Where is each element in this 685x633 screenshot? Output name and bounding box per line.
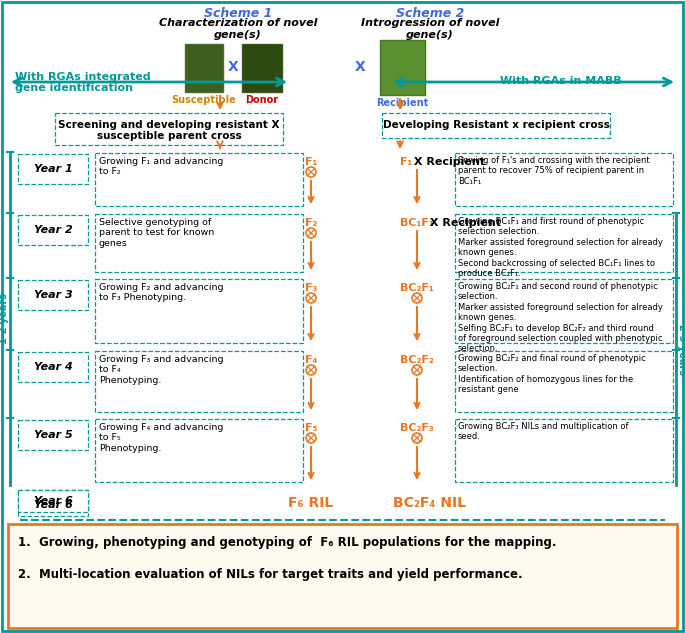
FancyBboxPatch shape bbox=[18, 154, 88, 184]
Text: BC₁F₁: BC₁F₁ bbox=[400, 218, 434, 228]
Text: Growing BC₂F₂ and final round of phenotypic
selection.
Identification of homozyg: Growing BC₂F₂ and final round of phenoty… bbox=[458, 354, 646, 394]
Text: 1.  Growing, phenotyping and genotyping of  F₆ RIL populations for the mapping.: 1. Growing, phenotyping and genotyping o… bbox=[18, 536, 556, 549]
FancyBboxPatch shape bbox=[95, 279, 303, 343]
Text: 2-3 years: 2-3 years bbox=[677, 323, 685, 375]
FancyBboxPatch shape bbox=[18, 352, 88, 382]
Text: Year 6: Year 6 bbox=[34, 496, 73, 506]
FancyBboxPatch shape bbox=[18, 280, 88, 310]
FancyBboxPatch shape bbox=[18, 490, 88, 516]
FancyBboxPatch shape bbox=[18, 420, 88, 450]
Text: Sowing of F₁'s and crossing with the recipient
parent to recover 75% of recipien: Sowing of F₁'s and crossing with the rec… bbox=[458, 156, 649, 186]
FancyBboxPatch shape bbox=[95, 153, 303, 206]
Text: Scheme 2: Scheme 2 bbox=[396, 7, 464, 20]
FancyBboxPatch shape bbox=[242, 44, 282, 92]
Text: Selective genotyping of
parent to test for known
genes: Selective genotyping of parent to test f… bbox=[99, 218, 214, 248]
FancyBboxPatch shape bbox=[455, 351, 673, 412]
Text: Growing BC₂F₃ NILs and multiplication of
seed.: Growing BC₂F₃ NILs and multiplication of… bbox=[458, 422, 629, 441]
FancyBboxPatch shape bbox=[18, 490, 88, 512]
FancyBboxPatch shape bbox=[455, 153, 673, 206]
FancyBboxPatch shape bbox=[55, 113, 283, 145]
Text: Year 5: Year 5 bbox=[34, 430, 73, 440]
Text: Characterization of novel
gene(s): Characterization of novel gene(s) bbox=[159, 18, 317, 40]
Text: Scheme 1: Scheme 1 bbox=[204, 7, 272, 20]
Text: F₆ RIL: F₆ RIL bbox=[288, 496, 334, 510]
Text: Developing Resistant x recipient cross: Developing Resistant x recipient cross bbox=[382, 120, 610, 130]
Text: Year 4: Year 4 bbox=[34, 362, 73, 372]
FancyBboxPatch shape bbox=[380, 40, 425, 95]
Text: BC₂F₃: BC₂F₃ bbox=[400, 423, 434, 433]
Text: Growing F₁ and advancing
to F₂: Growing F₁ and advancing to F₂ bbox=[99, 157, 223, 177]
FancyBboxPatch shape bbox=[382, 113, 610, 138]
Text: Growing BC₂F₁ and second round of phenotypic
selection.
Marker assisted foregrou: Growing BC₂F₁ and second round of phenot… bbox=[458, 282, 663, 353]
Text: BC₂F₁: BC₂F₁ bbox=[400, 283, 434, 293]
Text: Year 3: Year 3 bbox=[34, 290, 73, 300]
FancyBboxPatch shape bbox=[8, 524, 677, 628]
FancyBboxPatch shape bbox=[185, 44, 223, 92]
Text: F₁: F₁ bbox=[400, 157, 412, 167]
Text: susceptible parent cross: susceptible parent cross bbox=[97, 131, 241, 141]
FancyBboxPatch shape bbox=[455, 214, 673, 272]
Text: 1-2 years: 1-2 years bbox=[0, 293, 9, 344]
Text: Growing BC₁F₁ and first round of phenotypic
selection selection.
Marker assisted: Growing BC₁F₁ and first round of phenoty… bbox=[458, 217, 663, 278]
Text: With RGAs in MABB: With RGAs in MABB bbox=[500, 76, 621, 86]
Text: F₃: F₃ bbox=[305, 283, 317, 293]
Text: gene identification: gene identification bbox=[15, 83, 133, 93]
Text: X Recipient: X Recipient bbox=[410, 157, 486, 167]
Text: X Recipient: X Recipient bbox=[426, 218, 501, 228]
Text: Growing F₃ and advancing
to F₄
Phenotyping.: Growing F₃ and advancing to F₄ Phenotypi… bbox=[99, 355, 223, 385]
Text: X: X bbox=[227, 60, 238, 74]
FancyBboxPatch shape bbox=[18, 215, 88, 245]
Text: Year 1: Year 1 bbox=[34, 164, 73, 174]
FancyBboxPatch shape bbox=[95, 351, 303, 412]
Text: Recipient: Recipient bbox=[376, 98, 428, 108]
Text: 2.  Multi-location evaluation of NILs for target traits and yield performance.: 2. Multi-location evaluation of NILs for… bbox=[18, 568, 523, 581]
Text: F₁: F₁ bbox=[305, 157, 317, 167]
Text: Screening and developing resistant X: Screening and developing resistant X bbox=[58, 120, 279, 130]
FancyBboxPatch shape bbox=[95, 419, 303, 482]
Text: BC₂F₄ NIL: BC₂F₄ NIL bbox=[393, 496, 466, 510]
Text: Growing F₂ and advancing
to F₃ Phenotyping.: Growing F₂ and advancing to F₃ Phenotypi… bbox=[99, 283, 223, 303]
Text: F₄: F₄ bbox=[305, 355, 317, 365]
Text: Year 6: Year 6 bbox=[34, 500, 73, 510]
Text: With RGAs integrated: With RGAs integrated bbox=[15, 72, 151, 82]
Text: F₅: F₅ bbox=[305, 423, 317, 433]
Text: Donor: Donor bbox=[245, 95, 279, 105]
Text: Susceptible: Susceptible bbox=[172, 95, 236, 105]
FancyBboxPatch shape bbox=[455, 419, 673, 482]
FancyBboxPatch shape bbox=[95, 214, 303, 272]
FancyBboxPatch shape bbox=[455, 279, 673, 343]
Text: Growing F₄ and advancing
to F₅
Phenotyping.: Growing F₄ and advancing to F₅ Phenotypi… bbox=[99, 423, 223, 453]
Text: Year 2: Year 2 bbox=[34, 225, 73, 235]
Text: BC₂F₂: BC₂F₂ bbox=[400, 355, 434, 365]
Text: X: X bbox=[355, 60, 365, 74]
Text: F₂: F₂ bbox=[305, 218, 317, 228]
Text: Introgression of novel
gene(s): Introgression of novel gene(s) bbox=[361, 18, 499, 40]
